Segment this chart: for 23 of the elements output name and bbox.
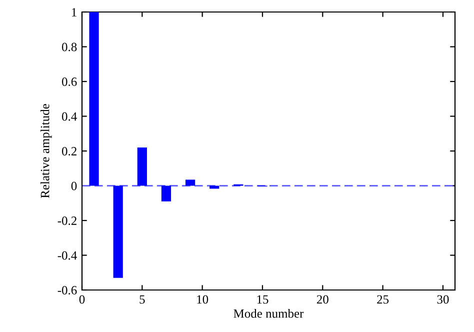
y-tick-label: 0.2 — [62, 147, 76, 156]
bar — [89, 12, 99, 186]
bar — [161, 186, 172, 202]
y-tick-label: 0.6 — [62, 78, 77, 86]
y-tick-label: -0.6 — [58, 286, 77, 295]
y-tick-label: -0.2 — [58, 216, 76, 226]
x-tick-label: 0 — [79, 295, 85, 304]
x-tick-label: 5 — [140, 295, 145, 304]
bar — [137, 148, 147, 186]
y-tick-label: 1 — [72, 8, 76, 16]
x-tick-label: 20 — [316, 295, 328, 304]
x-axis-title: Mode number — [234, 308, 304, 318]
y-axis-title: Relative amplitude — [40, 104, 52, 198]
x-tick-label: 30 — [437, 295, 449, 304]
x-tick-label: 10 — [197, 295, 208, 304]
y-tick-label: 0 — [71, 182, 77, 190]
y-tick-label: 0.8 — [62, 42, 77, 52]
x-tick-label: 15 — [257, 295, 268, 304]
x-tick-label: 25 — [377, 295, 389, 304]
y-tick-label: -0.4 — [58, 251, 77, 260]
bar — [185, 180, 196, 186]
bar — [113, 186, 123, 278]
y-tick-label: 0.4 — [62, 112, 77, 121]
